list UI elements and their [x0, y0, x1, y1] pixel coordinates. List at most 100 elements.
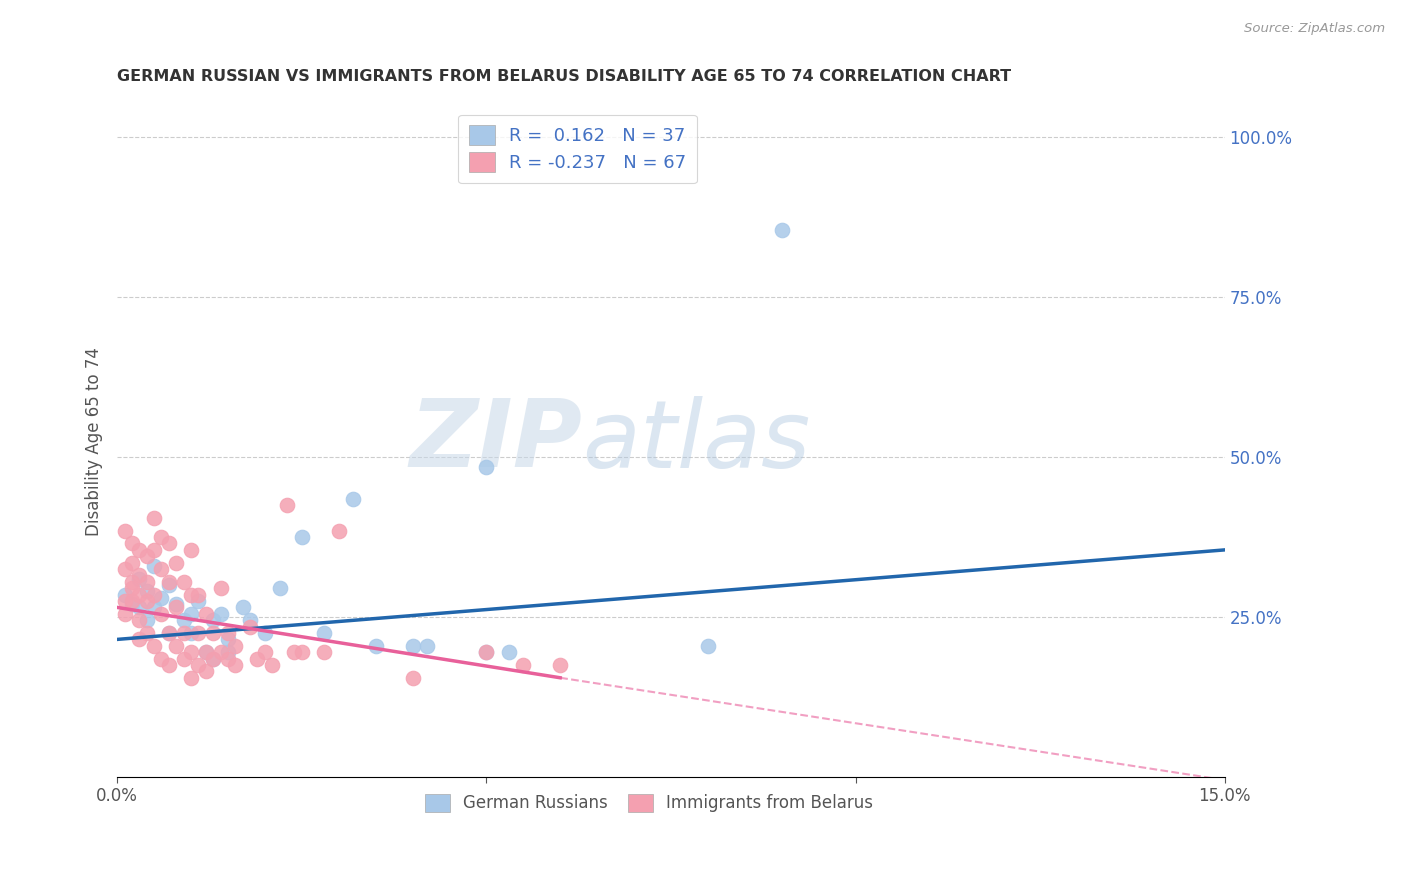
- Point: [143, 511, 166, 525]
- Legend: German Russians, Immigrants from Belarus: German Russians, Immigrants from Belarus: [415, 783, 883, 822]
- Point: [194, 665, 217, 679]
- Point: [202, 651, 225, 665]
- Point: [224, 639, 246, 653]
- Point: [157, 657, 180, 672]
- Point: [401, 671, 423, 685]
- Point: [246, 651, 269, 665]
- Text: Source: ZipAtlas.com: Source: ZipAtlas.com: [1244, 22, 1385, 36]
- Point: [128, 600, 150, 615]
- Point: [194, 607, 217, 621]
- Point: [173, 626, 195, 640]
- Point: [239, 619, 262, 633]
- Point: [121, 594, 143, 608]
- Point: [150, 562, 173, 576]
- Point: [262, 657, 284, 672]
- Point: [512, 657, 534, 672]
- Point: [253, 645, 276, 659]
- Point: [128, 632, 150, 647]
- Point: [217, 626, 239, 640]
- Point: [328, 524, 350, 538]
- Point: [143, 600, 166, 615]
- Point: [135, 584, 157, 599]
- Point: [180, 626, 202, 640]
- Point: [180, 588, 202, 602]
- Point: [187, 657, 209, 672]
- Point: [180, 645, 202, 659]
- Point: [135, 594, 157, 608]
- Point: [121, 556, 143, 570]
- Point: [173, 574, 195, 589]
- Text: ZIP: ZIP: [409, 395, 582, 487]
- Point: [475, 645, 498, 659]
- Point: [291, 645, 314, 659]
- Point: [128, 588, 150, 602]
- Point: [194, 645, 217, 659]
- Point: [121, 536, 143, 550]
- Point: [121, 574, 143, 589]
- Point: [202, 626, 225, 640]
- Point: [253, 626, 276, 640]
- Point: [217, 651, 239, 665]
- Point: [128, 568, 150, 582]
- Point: [150, 591, 173, 605]
- Point: [548, 657, 571, 672]
- Point: [239, 613, 262, 627]
- Point: [187, 626, 209, 640]
- Point: [232, 600, 254, 615]
- Point: [157, 578, 180, 592]
- Point: [187, 594, 209, 608]
- Point: [128, 542, 150, 557]
- Point: [165, 556, 187, 570]
- Point: [165, 639, 187, 653]
- Point: [291, 530, 314, 544]
- Point: [135, 613, 157, 627]
- Text: atlas: atlas: [582, 396, 811, 487]
- Point: [180, 671, 202, 685]
- Point: [143, 639, 166, 653]
- Point: [173, 651, 195, 665]
- Point: [224, 657, 246, 672]
- Point: [165, 600, 187, 615]
- Point: [187, 588, 209, 602]
- Point: [364, 639, 387, 653]
- Y-axis label: Disability Age 65 to 74: Disability Age 65 to 74: [86, 347, 103, 535]
- Point: [128, 613, 150, 627]
- Point: [121, 581, 143, 595]
- Point: [114, 588, 136, 602]
- Point: [135, 574, 157, 589]
- Point: [475, 645, 498, 659]
- Point: [209, 607, 232, 621]
- Point: [157, 574, 180, 589]
- Point: [276, 498, 298, 512]
- Point: [150, 607, 173, 621]
- Point: [150, 530, 173, 544]
- Point: [217, 645, 239, 659]
- Point: [209, 581, 232, 595]
- Point: [209, 645, 232, 659]
- Point: [114, 524, 136, 538]
- Point: [269, 581, 291, 595]
- Point: [342, 491, 364, 506]
- Point: [498, 645, 520, 659]
- Point: [135, 626, 157, 640]
- Point: [150, 651, 173, 665]
- Point: [135, 549, 157, 564]
- Point: [194, 645, 217, 659]
- Point: [165, 597, 187, 611]
- Point: [180, 607, 202, 621]
- Point: [312, 626, 335, 640]
- Point: [475, 459, 498, 474]
- Point: [128, 572, 150, 586]
- Point: [114, 562, 136, 576]
- Point: [157, 626, 180, 640]
- Point: [202, 613, 225, 627]
- Point: [202, 651, 225, 665]
- Point: [143, 588, 166, 602]
- Point: [157, 626, 180, 640]
- Point: [696, 639, 718, 653]
- Point: [312, 645, 335, 659]
- Point: [401, 639, 423, 653]
- Point: [416, 639, 439, 653]
- Point: [283, 645, 305, 659]
- Point: [173, 613, 195, 627]
